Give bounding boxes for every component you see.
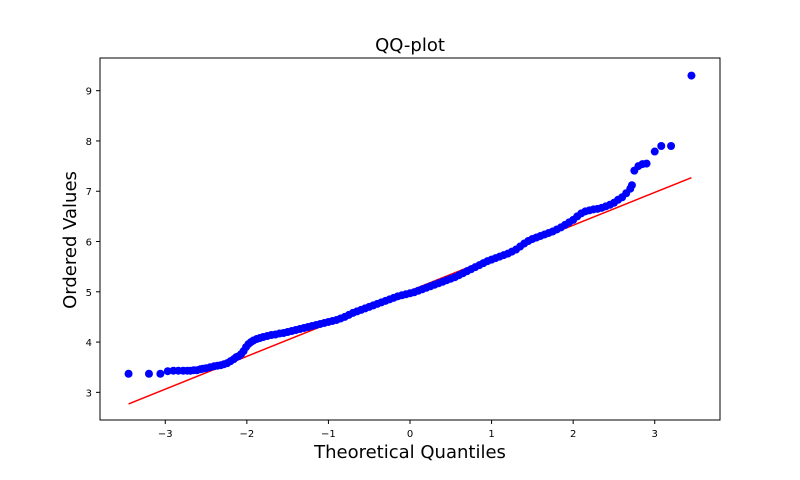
y-tick-label: 4	[86, 338, 92, 349]
data-point	[657, 141, 666, 150]
data-point	[124, 369, 133, 378]
x-tick-label: 0	[407, 429, 413, 440]
data-points-layer	[124, 71, 696, 378]
x-tick-label: 1	[488, 429, 494, 440]
y-tick-label: 8	[86, 137, 92, 148]
data-point	[642, 159, 651, 168]
data-point	[163, 367, 172, 376]
data-point	[144, 369, 153, 378]
data-point	[627, 181, 636, 190]
data-point	[650, 147, 659, 156]
y-tick-label: 5	[86, 288, 92, 299]
x-tick-label: 3	[652, 429, 658, 440]
y-tick-label: 6	[86, 238, 92, 249]
y-axis-label: Ordered Values	[60, 171, 81, 309]
x-tick-label: −2	[239, 429, 254, 440]
x-tick-label: 2	[570, 429, 576, 440]
data-point	[667, 141, 676, 150]
axes-layer: −3 −2 −1 0 1 2 3 3 4 5 6 7 8 9	[86, 57, 721, 440]
y-tick-label: 3	[86, 388, 92, 399]
data-point	[156, 369, 165, 378]
chart-title: QQ-plot	[375, 35, 445, 56]
x-axis-label: Theoretical Quantiles	[313, 442, 506, 463]
x-tick-label: −1	[321, 429, 336, 440]
data-point	[687, 71, 696, 80]
y-tick-label: 9	[86, 87, 92, 98]
x-tick-label: −3	[158, 429, 173, 440]
y-tick-label: 7	[86, 187, 92, 198]
